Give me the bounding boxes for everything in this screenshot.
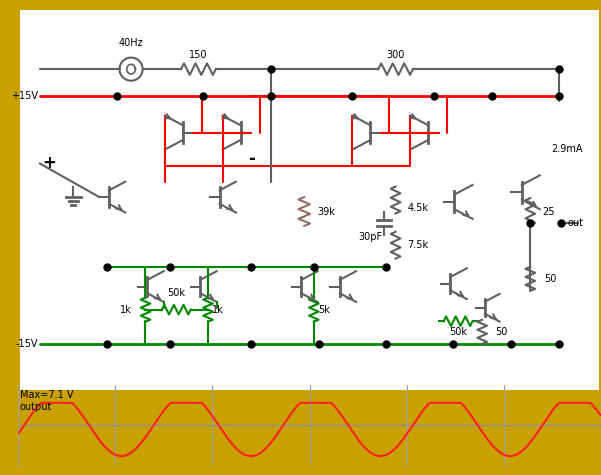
Text: +15V: +15V xyxy=(11,91,38,101)
Text: 50k: 50k xyxy=(167,288,185,298)
Text: 300: 300 xyxy=(386,49,405,59)
Text: -15V: -15V xyxy=(15,339,38,349)
Text: 2.9mA: 2.9mA xyxy=(552,144,583,154)
Text: -: - xyxy=(248,150,255,168)
Text: 30pF: 30pF xyxy=(358,231,382,242)
Text: output: output xyxy=(20,402,52,412)
Text: 50: 50 xyxy=(544,274,556,284)
Text: Max=7.1 V: Max=7.1 V xyxy=(20,390,73,400)
Text: 50: 50 xyxy=(496,327,508,337)
Text: 5k: 5k xyxy=(318,304,329,314)
Text: out: out xyxy=(567,218,583,228)
Text: 1k: 1k xyxy=(120,304,132,314)
Text: +: + xyxy=(42,154,56,172)
Text: 7.5k: 7.5k xyxy=(407,240,429,250)
Text: 39k: 39k xyxy=(318,207,335,217)
Text: 50k: 50k xyxy=(449,327,467,337)
Text: 25: 25 xyxy=(542,207,554,217)
Text: 1k: 1k xyxy=(212,304,224,314)
Text: 40Hz: 40Hz xyxy=(119,38,144,48)
Text: 150: 150 xyxy=(189,49,208,59)
Text: 4.5k: 4.5k xyxy=(407,203,428,213)
